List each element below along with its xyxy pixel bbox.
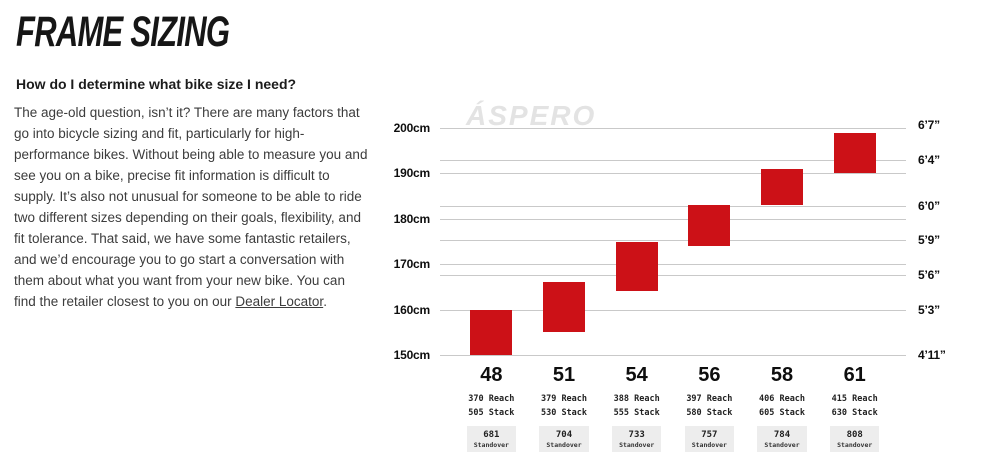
standover-label: Standover (546, 441, 582, 449)
standover-label: Standover (837, 441, 873, 449)
left-axis-label: 180cm (393, 211, 431, 226)
gridline-ft (440, 159, 906, 161)
size-bar-51 (543, 282, 585, 333)
stack-value: 630 Stack (831, 408, 878, 418)
size-bar-61 (833, 132, 876, 174)
size-column-51: 51 379 Reach 530 Stack 704 Standover (528, 364, 601, 452)
dealer-locator-link[interactable]: Dealer Locator (235, 294, 324, 309)
gridline-cm (440, 264, 906, 266)
standover-value: 757 (701, 430, 718, 440)
body-paragraph: The age-old question, isn’t it? There ar… (14, 102, 368, 312)
size-label: 56 (698, 364, 721, 386)
standover-value: 704 (555, 430, 573, 440)
standover-box: 808 Standover (830, 426, 880, 452)
size-label: 51 (552, 364, 576, 386)
size-bar-48 (470, 309, 513, 355)
standover-label: Standover (473, 441, 509, 449)
axis-right: 6’7” 6’4” 6’0” 5’9” 5’6” 5’3” 4’11” (918, 118, 982, 363)
reach-value: 370 Reach (468, 394, 515, 404)
standover-value: 784 (773, 430, 791, 440)
standover-box: 681 Standover (466, 426, 516, 452)
gridline-cm (440, 309, 906, 311)
standover-label: Standover (691, 441, 727, 449)
gridline-cm (440, 355, 906, 356)
page-title: FRAME SIZING (16, 8, 230, 56)
standover-value: 733 (628, 430, 645, 440)
size-label: 54 (625, 364, 648, 386)
standover-box: 757 Standover (684, 426, 734, 452)
size-column-56: 56 397 Reach 580 Stack 757 Standover (673, 364, 746, 452)
reach-value: 415 Reach (831, 394, 878, 404)
size-bar-54 (615, 241, 658, 292)
right-axis-label: 4’11” (918, 348, 946, 363)
body-text: The age-old question, isn’t it? There ar… (14, 105, 368, 309)
standover-value: 681 (483, 430, 500, 440)
stack-value: 505 Stack (468, 408, 515, 418)
plot-area (440, 128, 906, 356)
right-axis-label: 6’0” (918, 198, 940, 213)
left-axis-label: 150cm (393, 348, 431, 362)
right-axis-label: 6’4” (918, 152, 940, 167)
size-columns: 48 370 Reach 505 Stack 681 Standover 51 379 Re… (455, 364, 891, 452)
size-label: 48 (480, 364, 503, 386)
gridline-cm (440, 128, 906, 129)
stack-value: 555 Stack (613, 408, 660, 418)
gridline-ft (440, 240, 906, 242)
right-axis-label: 5’3” (918, 302, 940, 317)
gridline-ft (440, 205, 906, 207)
stack-value: 530 Stack (540, 408, 588, 418)
left-axis-label: 170cm (393, 257, 431, 272)
right-axis-label: 5’6” (918, 268, 940, 283)
size-bar-58 (761, 168, 803, 206)
standover-label: Standover (619, 441, 655, 449)
standover-box: 733 Standover (612, 426, 662, 452)
size-column-61: 61 415 Reach 630 Stack 808 Standover (818, 364, 891, 452)
stack-value: 605 Stack (758, 408, 806, 418)
size-label: 61 (843, 364, 866, 386)
standover-label: Standover (764, 441, 800, 449)
standover-box: 784 Standover (757, 426, 807, 452)
left-axis-label: 200cm (393, 121, 431, 135)
size-column-54: 54 388 Reach 555 Stack 733 Standover (600, 364, 673, 452)
size-column-58: 58 406 Reach 605 Stack 784 Standover (746, 364, 819, 452)
reach-value: 406 Reach (758, 394, 806, 404)
stack-value: 580 Stack (686, 408, 733, 418)
reach-value: 397 Reach (686, 394, 733, 404)
standover-value: 808 (846, 430, 863, 440)
axis-left: 200cm 190cm 180cm 170cm 160cm 150cm (378, 121, 431, 362)
size-bar-56 (688, 205, 731, 247)
reach-value: 388 Reach (613, 394, 660, 404)
aspero-watermark-text: ÁSPERO (466, 100, 597, 131)
left-axis-label: 190cm (393, 166, 431, 181)
sizing-question-heading: How do I determine what bike size I need… (16, 76, 297, 92)
gridline-cm (440, 218, 906, 220)
standover-box: 704 Standover (539, 426, 589, 452)
body-suffix: . (323, 294, 327, 309)
right-axis-label: 6’7” (918, 117, 940, 132)
left-axis-label: 160cm (393, 302, 431, 317)
right-axis-label: 5’9” (918, 233, 940, 248)
size-column-48: 48 370 Reach 505 Stack 681 Standover (455, 364, 528, 452)
gridline-cm (440, 173, 906, 175)
reach-value: 379 Reach (540, 394, 588, 404)
size-label: 58 (770, 364, 794, 386)
gridline-ft (440, 275, 906, 277)
